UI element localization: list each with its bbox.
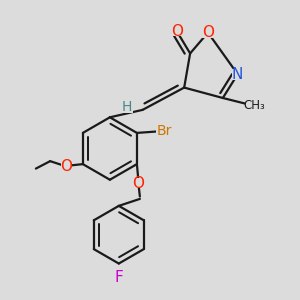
Text: N: N	[232, 67, 243, 82]
FancyBboxPatch shape	[245, 100, 263, 110]
FancyBboxPatch shape	[170, 26, 183, 37]
FancyBboxPatch shape	[232, 69, 244, 80]
FancyBboxPatch shape	[114, 273, 124, 283]
Text: O: O	[171, 24, 183, 39]
FancyBboxPatch shape	[133, 178, 144, 188]
Text: F: F	[114, 270, 123, 285]
FancyBboxPatch shape	[202, 27, 214, 38]
Text: O: O	[202, 25, 214, 40]
Text: CH₃: CH₃	[243, 99, 265, 112]
FancyBboxPatch shape	[156, 126, 173, 136]
Text: O: O	[132, 176, 144, 191]
Text: O: O	[61, 159, 73, 174]
FancyBboxPatch shape	[122, 102, 133, 113]
Text: H: H	[122, 100, 132, 115]
FancyBboxPatch shape	[61, 161, 72, 172]
Text: Br: Br	[157, 124, 172, 138]
